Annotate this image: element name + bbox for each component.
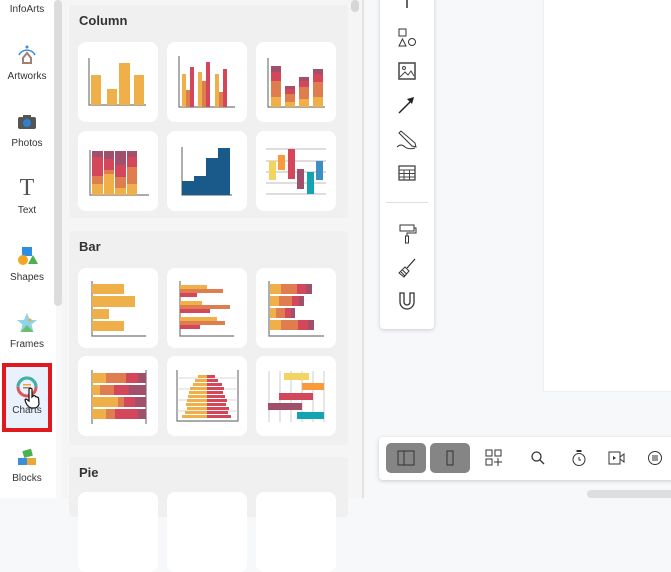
bottom-toolbar <box>379 437 671 480</box>
sidebar-item-label: Blocks <box>12 473 42 484</box>
artworks-icon <box>18 45 36 64</box>
sidebar-item-label: Frames <box>10 339 44 350</box>
bar-population-pyramid-thumbnail <box>176 370 239 422</box>
search-icon <box>531 451 545 465</box>
template-pie-3[interactable] <box>256 492 336 572</box>
vertical-toolbar <box>380 0 434 329</box>
column-basic-thumbnail <box>88 58 146 106</box>
image-icon[interactable] <box>395 59 419 83</box>
template-bar-population-pyramid[interactable] <box>167 356 247 436</box>
sidebar-scrollbar[interactable] <box>54 0 62 306</box>
column-histogram-thumbnail <box>181 147 232 196</box>
format-painter-icon[interactable] <box>395 222 419 246</box>
column-stacked-thumbnail <box>267 58 325 108</box>
canvas-border <box>363 0 364 498</box>
bar-gantt-thumbnail <box>268 371 325 422</box>
template-bar-stacked-100[interactable] <box>78 356 158 436</box>
template-column-stacked-100[interactable] <box>78 131 158 211</box>
template-pie-2[interactable] <box>167 492 247 572</box>
column-stacked-100-thumbnail <box>89 150 149 196</box>
text-icon: T <box>19 175 35 201</box>
frames-icon <box>17 313 37 332</box>
chart-templates-panel: Column Bar Pie <box>62 0 363 572</box>
section-title: Bar <box>79 239 101 254</box>
video-button[interactable] <box>597 443 637 473</box>
horizontal-scrollbar[interactable] <box>587 490 671 498</box>
video-icon <box>608 451 625 465</box>
sidebar-item-text[interactable]: T Text <box>2 174 52 240</box>
panel-scrollbar[interactable] <box>351 0 359 12</box>
sidebar-toggle-icon <box>446 450 454 466</box>
panel-layout-icon <box>397 450 415 466</box>
template-bar-gantt[interactable] <box>256 356 336 436</box>
template-bar-basic[interactable] <box>78 268 158 348</box>
brush-icon[interactable] <box>395 256 419 280</box>
sidebar-item-label: Text <box>17 205 37 216</box>
sidebar-item-label: InfoArts <box>9 4 45 15</box>
sidebar-item-label: Artworks <box>7 71 47 82</box>
timer-icon <box>572 450 586 466</box>
sidebar-item-label: Charts <box>12 405 42 416</box>
template-column-floating[interactable] <box>256 131 336 211</box>
template-column-basic[interactable] <box>78 42 158 122</box>
blocks-icon <box>18 448 36 465</box>
sidebar-item-label: Shapes <box>10 272 44 283</box>
shapes-icon <box>18 247 38 265</box>
shapes-icon[interactable] <box>395 26 419 50</box>
camera-icon <box>18 115 36 129</box>
search-button[interactable] <box>518 443 558 473</box>
pen-icon[interactable] <box>395 127 419 151</box>
sidebar-item-infoarts[interactable]: InfoArts <box>2 0 52 60</box>
template-bar-clustered[interactable] <box>167 268 247 348</box>
sidebar-item-artworks[interactable]: Artworks <box>2 40 52 106</box>
sidebar: InfoArts Artworks Photos T Text Shapes F… <box>0 0 56 498</box>
sidebar-item-shapes[interactable]: Shapes <box>2 241 52 307</box>
add-widget-icon <box>485 449 502 466</box>
bar-stacked-thumbnail <box>268 281 324 337</box>
column-floating-thumbnail <box>266 148 326 195</box>
section-title: Pie <box>79 465 99 480</box>
sidebar-item-photos[interactable]: Photos <box>2 107 52 173</box>
template-column-stacked[interactable] <box>256 42 336 122</box>
toolbar-divider <box>386 202 428 203</box>
sidebar-item-frames[interactable]: Frames <box>2 308 52 374</box>
sidebar-item-blocks[interactable]: Blocks <box>2 442 52 508</box>
bar-stacked-100-thumbnail <box>91 370 147 424</box>
sidebar-toggle-button[interactable] <box>430 443 470 473</box>
timer-button[interactable] <box>559 443 599 473</box>
add-widget-button[interactable] <box>474 443 514 473</box>
bar-clustered-thumbnail <box>179 281 234 337</box>
charts-icon <box>16 376 38 398</box>
template-column-histogram[interactable] <box>167 131 247 211</box>
comment-icon <box>648 451 662 465</box>
bar-basic-thumbnail <box>91 281 146 337</box>
arrow-icon[interactable] <box>395 93 419 117</box>
line-icon[interactable] <box>395 0 419 20</box>
template-column-clustered[interactable] <box>167 42 247 122</box>
canvas-page[interactable] <box>543 0 671 392</box>
comment-button[interactable] <box>635 443 671 473</box>
sidebar-item-label: Photos <box>11 138 43 149</box>
template-bar-stacked[interactable] <box>256 268 336 348</box>
panel-layout-button[interactable] <box>386 443 426 473</box>
table-icon[interactable] <box>395 161 419 185</box>
column-clustered-thumbnail <box>178 56 235 108</box>
magnet-icon[interactable] <box>395 289 419 313</box>
section-title: Column <box>79 13 128 28</box>
hand-cursor-icon <box>24 387 40 409</box>
template-pie-1[interactable] <box>78 492 158 572</box>
sidebar-item-charts[interactable]: Charts <box>2 363 52 432</box>
